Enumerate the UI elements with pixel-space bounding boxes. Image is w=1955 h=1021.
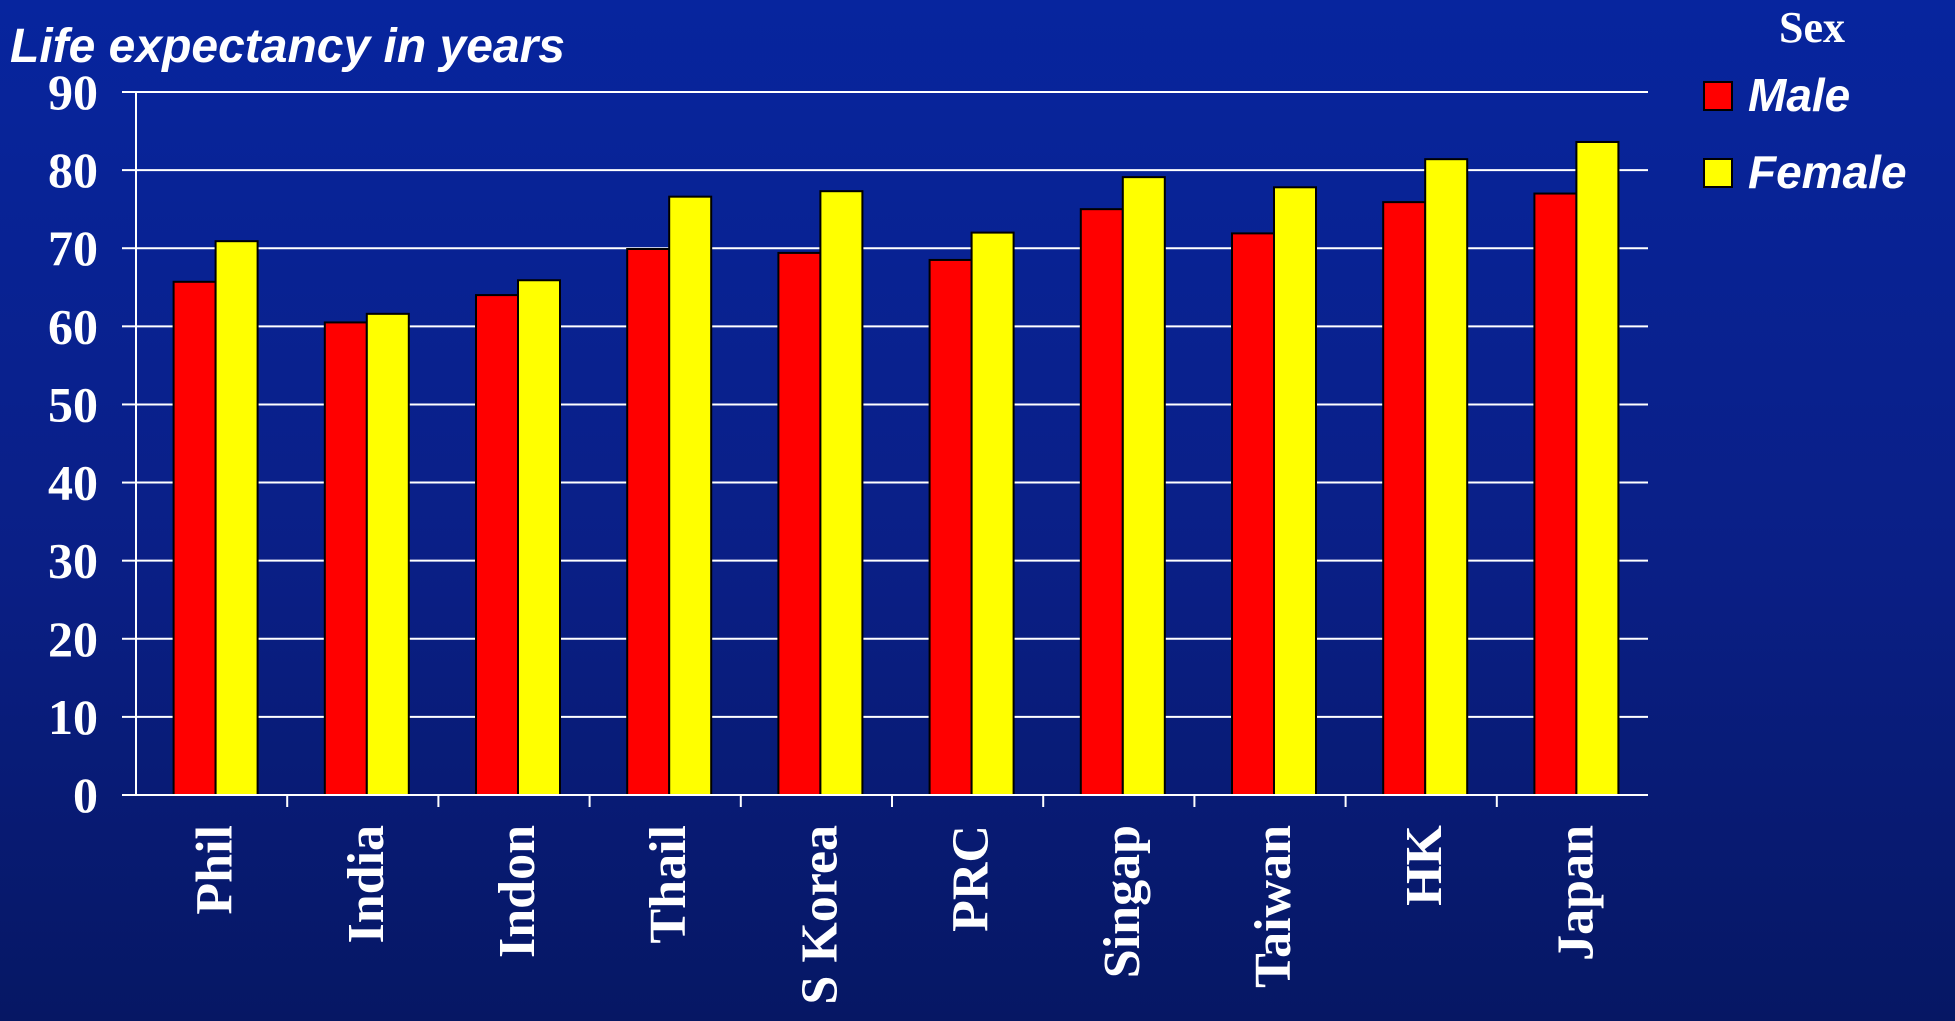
- axes: [135, 92, 1648, 807]
- y-tick-label: 80: [48, 142, 98, 198]
- legend-swatch-female: [1703, 158, 1733, 188]
- y-tick-label: 90: [48, 64, 98, 120]
- legend-label-female: Female: [1748, 146, 1907, 198]
- y-tick-label: 0: [73, 767, 98, 823]
- bar-female-prc: [970, 231, 1015, 797]
- bar-female-indon: [517, 279, 561, 796]
- bars: [172, 140, 1620, 797]
- bar-female-thail: [668, 195, 713, 796]
- bar-male-singap: [1079, 208, 1124, 796]
- x-category-label: Japan: [1547, 825, 1604, 961]
- bar-female-india: [365, 312, 410, 796]
- bar-female-taiwan: [1273, 186, 1317, 797]
- legend-title: Sex: [1779, 3, 1845, 52]
- y-tick-label: 40: [48, 455, 98, 511]
- x-category-label: Thail: [640, 825, 697, 944]
- bar-female-phil: [214, 240, 259, 797]
- bar-male-india: [323, 321, 368, 796]
- bar-male-japan: [1533, 192, 1578, 797]
- y-tick-label: 10: [48, 689, 98, 745]
- y-tick-label: 20: [48, 611, 98, 667]
- bar-male-hk: [1382, 201, 1427, 797]
- bar-female-s-korea: [819, 190, 864, 796]
- bar-female-japan: [1575, 140, 1620, 797]
- y-tick-label: 50: [48, 376, 98, 432]
- y-axis-tick-labels: 0 10 20 30 40 50 60 70 80 90: [48, 64, 98, 823]
- bar-male-phil: [172, 280, 217, 796]
- x-category-label: HK: [1396, 824, 1453, 905]
- bar-male-s-korea: [777, 251, 822, 797]
- x-category-label: Phil: [187, 825, 244, 915]
- bar-male-taiwan: [1231, 232, 1275, 796]
- x-axis-category-labels: Phil India Indon Thail S Korea PRC Singap Taiwa…: [187, 824, 1605, 1004]
- bar-female-hk: [1424, 158, 1469, 797]
- x-category-label: Taiwan: [1245, 825, 1302, 988]
- y-tick-label: 60: [48, 298, 98, 354]
- y-tick-label: 30: [48, 533, 98, 589]
- x-category-label: S Korea: [791, 825, 848, 1005]
- legend-swatch-male: [1703, 81, 1733, 111]
- bar-male-prc: [928, 258, 973, 796]
- x-category-label: Singap: [1094, 825, 1151, 978]
- bar-male-thail: [626, 248, 671, 796]
- x-category-label: PRC: [943, 825, 1000, 932]
- x-category-label: Indon: [489, 825, 546, 958]
- y-tick-label: 70: [48, 220, 98, 276]
- bar-female-singap: [1121, 176, 1166, 796]
- x-category-label: India: [338, 825, 395, 944]
- chart-title: Life expectancy in years: [10, 20, 565, 73]
- legend: Sex Male Female: [1703, 3, 1907, 198]
- legend-label-male: Male: [1748, 69, 1850, 121]
- bar-male-indon: [475, 294, 519, 796]
